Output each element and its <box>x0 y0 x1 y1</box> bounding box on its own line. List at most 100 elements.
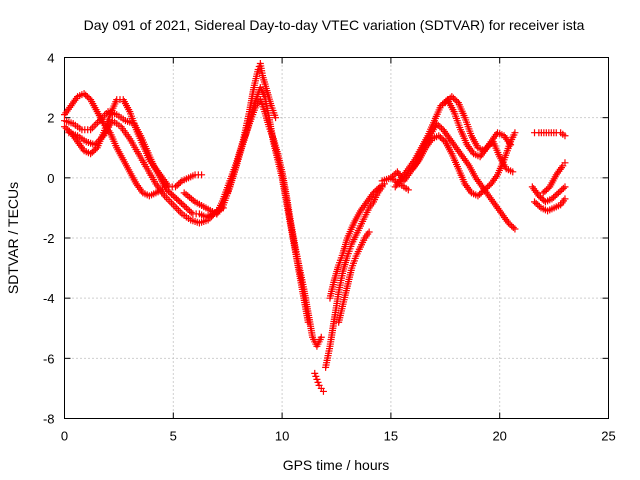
data-point <box>511 225 519 233</box>
data-point <box>173 195 181 203</box>
series-arc-4 <box>65 117 227 227</box>
data-point <box>437 124 445 132</box>
data-point <box>485 181 493 189</box>
data-point <box>311 369 319 377</box>
series-arc-18 <box>539 159 569 197</box>
series-arc-3 <box>61 108 223 221</box>
data-point <box>561 183 569 191</box>
data-point <box>254 66 262 74</box>
data-point <box>436 123 444 131</box>
data-point <box>85 94 93 102</box>
data-point <box>168 199 176 207</box>
series-arc-9 <box>322 183 386 371</box>
data-point <box>550 193 558 201</box>
x-axis-label: GPS time / hours <box>283 457 390 473</box>
series-arc-11 <box>335 228 373 326</box>
y-tick-labels: 4 2 0 -2 -4 -6 -8 <box>43 51 55 427</box>
x-tick-label: 20 <box>492 429 506 444</box>
data-point <box>390 171 398 179</box>
data-point <box>369 189 377 197</box>
series-arc-15 <box>441 93 515 155</box>
data-point <box>88 124 96 132</box>
data-point <box>314 378 322 386</box>
y-tick-label: -4 <box>43 291 55 306</box>
axis-ticks <box>64 57 609 419</box>
data-point <box>317 333 325 341</box>
data-point <box>438 135 446 143</box>
data-point <box>173 181 181 189</box>
data-point <box>507 141 515 149</box>
data-point <box>164 187 172 195</box>
x-tick-labels: 0 5 10 15 20 25 <box>61 429 616 444</box>
data-point <box>272 114 280 122</box>
series-arc-19 <box>531 129 569 140</box>
data-point <box>171 193 179 201</box>
data-point <box>561 195 569 203</box>
data-point <box>474 192 482 200</box>
data-point <box>62 124 70 132</box>
data-point <box>561 159 569 167</box>
data-point <box>169 201 177 209</box>
data-point <box>319 387 327 395</box>
data-point <box>174 196 182 204</box>
data-point <box>171 203 179 211</box>
series-arc-16 <box>528 183 569 206</box>
data-point <box>173 205 181 213</box>
data-point <box>90 122 98 130</box>
data-point <box>443 97 451 105</box>
data-point <box>509 168 517 176</box>
data-point <box>162 194 170 202</box>
series-arc-8 <box>311 369 327 395</box>
data-point <box>175 180 183 188</box>
grid-lines <box>64 57 609 419</box>
data-point <box>176 208 184 216</box>
data-point <box>531 198 539 206</box>
series-arc-17 <box>531 195 569 215</box>
data-point <box>186 207 194 215</box>
y-tick-label: 2 <box>47 111 54 126</box>
data-point <box>312 372 320 380</box>
data-point <box>168 190 176 198</box>
y-tick-label: -2 <box>43 231 55 246</box>
y-tick-label: 0 <box>47 171 54 186</box>
y-tick-label: -8 <box>43 412 55 427</box>
series-arc-5 <box>180 60 280 218</box>
data-point <box>365 228 373 236</box>
data-point <box>553 190 561 198</box>
data-point <box>440 136 448 144</box>
data-point <box>561 132 569 140</box>
data-point <box>404 186 412 194</box>
data-point <box>181 202 189 210</box>
data-point <box>182 204 190 212</box>
data-point <box>175 206 183 214</box>
data-point <box>64 126 72 134</box>
data-point <box>532 199 540 207</box>
data-point <box>436 133 444 141</box>
data-point <box>176 178 184 186</box>
data-point <box>61 123 68 131</box>
data-point <box>371 187 379 195</box>
data-point <box>535 202 543 210</box>
data-point <box>169 192 177 200</box>
series-arc-10 <box>326 180 388 302</box>
y-axis-label: SDTVAR / TECUs <box>5 182 21 294</box>
data-point <box>304 318 312 326</box>
series-arc-7 <box>224 84 312 326</box>
data-point <box>87 150 95 158</box>
data-point <box>558 186 566 194</box>
data-point <box>166 189 174 197</box>
data-point <box>476 190 484 198</box>
data-point <box>90 147 98 155</box>
data-point <box>504 219 512 227</box>
data-point <box>164 195 172 203</box>
data-point <box>177 199 185 207</box>
data-point <box>82 91 90 99</box>
data-point <box>511 129 519 137</box>
series-arc-14 <box>409 129 519 200</box>
data-point <box>437 102 445 110</box>
data-point <box>92 120 100 128</box>
data-point <box>554 189 562 197</box>
data-point <box>480 186 488 194</box>
data-point <box>508 222 516 230</box>
data-point <box>171 183 179 191</box>
